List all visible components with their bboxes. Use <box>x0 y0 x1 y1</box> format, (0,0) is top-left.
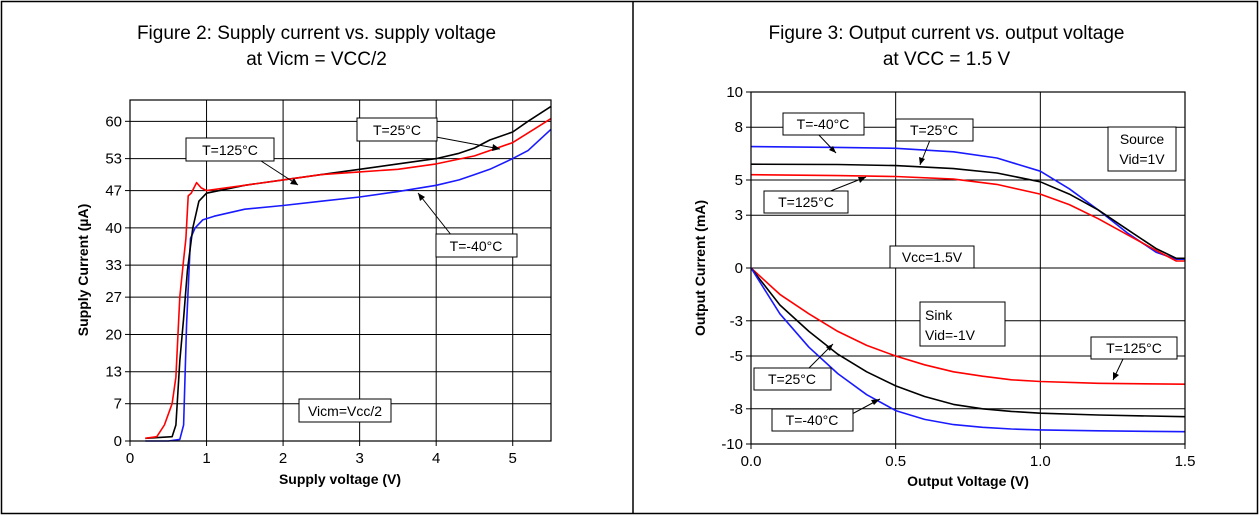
series-line-t25c-source <box>750 163 1185 260</box>
x-axis-label: Supply voltage (V) <box>279 471 401 487</box>
x-tick-label: 1.0 <box>1030 453 1051 470</box>
label-sink: Sink <box>925 307 953 323</box>
label-src-tm40: T=-40°C <box>797 116 850 132</box>
annotation-snk-t125: T=125°C <box>1090 336 1178 381</box>
annotation-src-t25: T=25°C <box>895 118 974 166</box>
label-vcc: Vcc=1.5V <box>902 249 963 265</box>
y-axis-label: Output Current (mA) <box>692 200 708 336</box>
y-tick-label: 0 <box>114 433 122 450</box>
y-tick-label: 13 <box>105 364 122 381</box>
label-t125: T=125°C <box>202 142 258 158</box>
label-sink-vid: Vid=-1V <box>925 327 976 343</box>
series-line-t125c-sink <box>750 267 1186 385</box>
label-source-vid: Vid=1V <box>1119 151 1165 167</box>
x-tick-label: 0.5 <box>885 453 906 470</box>
annotation-tm40: T=-40°C <box>417 192 518 258</box>
label-snk-t125: T=125°C <box>1106 340 1162 356</box>
series-line-tm40c-sink <box>750 267 1186 433</box>
figure-3-subtitle: at VCC = 1.5 V <box>882 49 1011 70</box>
annotation-sink: Sink Vid=-1V <box>919 301 1006 347</box>
y-tick-label: -8 <box>730 401 743 418</box>
label-src-t25: T=25°C <box>910 122 958 138</box>
y-tick-label: 33 <box>105 257 122 274</box>
x-axis-label: Output Voltage (V) <box>907 473 1029 489</box>
y-tick-label: -10 <box>721 436 743 453</box>
x-tick-label: 2 <box>279 450 287 467</box>
label-vicm: Vicm=Vcc/2 <box>308 403 382 419</box>
x-tick-label: 3 <box>355 450 363 467</box>
y-tick-label: 40 <box>105 220 122 237</box>
y-tick-label: 10 <box>726 84 743 101</box>
label-snk-t25: T=25°C <box>768 371 816 387</box>
y-tick-label: 53 <box>105 151 122 168</box>
x-tick-label: 4 <box>432 450 440 467</box>
y-tick-label: 3 <box>735 207 743 224</box>
label-source: Source <box>1120 131 1165 147</box>
series-line-t125c-source <box>750 173 1185 262</box>
annotation-t125: T=125°C <box>185 137 299 186</box>
label-src-t125: T=125°C <box>778 194 834 210</box>
figure-3-panel: Figure 3: Output current vs. output volt… <box>633 0 1260 516</box>
y-tick-label: 27 <box>105 289 122 306</box>
series-line-tm40c-source <box>750 145 1185 260</box>
plot-frame <box>129 99 552 442</box>
label-snk-tm40: T=-40°C <box>786 412 839 428</box>
y-tick-label: 0 <box>735 260 743 277</box>
x-tick-label: 5 <box>509 450 517 467</box>
series-line-t25c-sink <box>750 267 1186 418</box>
x-tick-label: 1 <box>202 450 210 467</box>
annotation-snk-t25: T=25°C <box>753 343 834 391</box>
series-line-tm40c <box>145 128 552 442</box>
y-tick-label: 20 <box>105 326 122 343</box>
y-tick-label: 7 <box>114 396 122 413</box>
annotation-vcc: Vcc=1.5V <box>889 245 975 269</box>
figure-2-subtitle: at Vicm = VCC/2 <box>246 49 387 70</box>
y-tick-label: 60 <box>105 113 122 130</box>
annotation-snk-tm40: T=-40°C <box>771 398 881 432</box>
figure-2-chart: 0 1 2 3 4 5 0 7 13 20 27 33 40 47 53 60 Supply voltage … <box>75 99 552 487</box>
x-tick-label: 1.5 <box>1175 453 1196 470</box>
figure-2-title: Figure 2: Supply current vs. supply volt… <box>136 23 497 44</box>
figure-3-chart: 0.0 0.5 1.0 1.5 10 8 5 3 0 -3 -5 -8 -10 Output Volta… <box>692 84 1196 489</box>
y-tick-label: -3 <box>730 313 743 330</box>
y-tick-label: 8 <box>735 119 743 136</box>
figure-3-title: Figure 3: Output current vs. output volt… <box>768 23 1125 44</box>
annotation-vicm: Vicm=Vcc/2 <box>298 398 392 423</box>
y-tick-label: 5 <box>735 172 743 189</box>
annotation-src-tm40: T=-40°C <box>782 112 865 154</box>
y-tick-label: 47 <box>105 183 122 200</box>
y-tick-label: -5 <box>730 348 743 365</box>
plot-frame <box>750 91 1186 445</box>
label-t25: T=25°C <box>373 122 421 138</box>
series-line-t125c <box>145 117 552 440</box>
annotation-src-t125: T=125°C <box>763 176 867 214</box>
x-tick-label: 0.0 <box>741 453 762 470</box>
annotation-t25: T=25°C <box>356 117 501 151</box>
label-tm40: T=-40°C <box>450 238 503 254</box>
y-axis-label: Supply Current (µA) <box>75 204 91 337</box>
annotation-source: Source Vid=1V <box>1107 126 1177 172</box>
figure-2-panel: Figure 2: Supply current vs. supply volt… <box>75 23 552 487</box>
x-tick-label: 0 <box>126 450 134 467</box>
